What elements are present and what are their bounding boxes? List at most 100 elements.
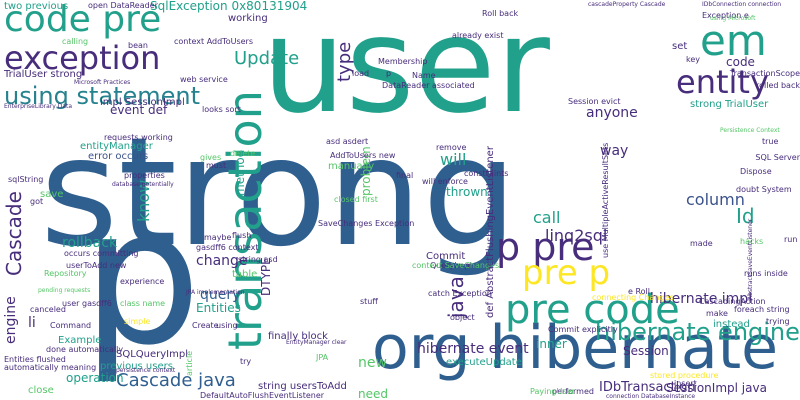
- word-sql-server: SQL Server: [755, 154, 800, 162]
- word-using: using: [216, 322, 238, 330]
- word-remove: remove: [436, 144, 466, 152]
- word-pending: pending requests: [38, 288, 90, 294]
- word-instead: instead: [713, 320, 750, 330]
- word-table: table: [232, 270, 257, 280]
- word-requests-working: requests working: [104, 134, 173, 142]
- word-gasdff6-context: gasdff6 context: [196, 244, 259, 252]
- word-default-auto: DefaultAutoFlushEventListener: [200, 392, 324, 400]
- word-properties: properties: [124, 172, 165, 180]
- word-will: will: [440, 152, 466, 168]
- word-thrown: thrown: [446, 186, 488, 198]
- word-true: true: [762, 138, 778, 146]
- word-must: must: [206, 162, 226, 170]
- word-persistence-context: Persistence Context: [720, 128, 780, 134]
- word-object: object: [450, 314, 475, 322]
- word-linq2sql: linq2sql: [545, 228, 607, 244]
- word-e-roll: e Roll: [628, 288, 650, 296]
- word-session-evict: Session evict: [568, 98, 620, 106]
- word-done-auto: done automatically: [46, 346, 123, 354]
- word-sqlexception: SqlException 0x80131904: [150, 0, 307, 12]
- word-canceled: canceled: [30, 306, 66, 314]
- word-error-occurs: error occurs: [88, 152, 148, 162]
- word-p-small: p: [386, 70, 391, 78]
- word-insert: insert: [674, 380, 697, 388]
- word-li: li: [28, 316, 36, 330]
- word-string-asd: string asd: [238, 256, 278, 264]
- word-addtousers-new: AddToUsers new: [330, 152, 395, 160]
- word-call: call: [533, 210, 561, 226]
- word-entities: Entities: [196, 302, 241, 314]
- word-persistence: persistence context: [116, 368, 175, 374]
- word-doubt-system: doubt System: [736, 186, 792, 194]
- word-update: Update: [234, 50, 299, 68]
- word-asd-asdert: asd asdert: [326, 138, 368, 146]
- word-pre-p: pre p: [522, 256, 610, 290]
- word-got: got: [30, 198, 43, 206]
- word-final: final: [396, 172, 413, 180]
- word-delete: delete: [230, 150, 255, 158]
- word-sqlqueryimpl: SQLQueryImpl: [116, 350, 188, 360]
- word-user: user: [262, 0, 550, 132]
- word-class-name: class name: [120, 300, 165, 308]
- word-strong-trialuser: strong TrialUser: [690, 100, 768, 110]
- word-manually: manually: [328, 162, 374, 172]
- word-simple: simple: [124, 318, 150, 326]
- word-need: need: [358, 388, 388, 400]
- word-jpa-impl: JPA implementation: [186, 290, 245, 296]
- word-abstract-save: AbstractSaveEventListener: [748, 219, 754, 300]
- word-already-exist: already exist: [452, 32, 503, 40]
- word-stuff: stuff: [360, 298, 378, 306]
- word-inner: inner: [536, 338, 567, 350]
- word-jpa: JPA: [316, 354, 328, 362]
- word-close: close: [28, 386, 54, 396]
- word-idbconnection: IDbConnection connection: [702, 2, 781, 8]
- word-two-previous: two previous: [4, 2, 68, 12]
- word-executeupdate: executeUpdate: [446, 358, 522, 368]
- word-microsoft-practices: Microsoft Practices: [74, 80, 130, 86]
- word-context-addtousers: context AddToUsers: [174, 38, 253, 46]
- word-calling: calling: [62, 38, 88, 46]
- word-paying-user: PayingUser: [530, 388, 575, 396]
- word-open-datareader: open DataReader: [88, 2, 158, 10]
- word-run: run: [784, 236, 797, 244]
- word-impl-sessionimpl: impl SessionImpl: [100, 98, 185, 108]
- word-trialuser-strong: TrialUser strong: [4, 70, 82, 80]
- word-auto-rolled: automatically meaning: [4, 364, 96, 372]
- word-working: working: [228, 14, 268, 24]
- word-hibernate-event: hibernate event: [417, 342, 529, 356]
- word-anyone: anyone: [586, 106, 638, 120]
- word-make: make: [706, 310, 728, 318]
- word-enterprise: EnterpriseLibrary Data: [4, 104, 72, 110]
- word-article: article: [186, 351, 194, 376]
- word-occurs-committing: occurs committing: [64, 250, 139, 258]
- word-operation: operation: [66, 372, 124, 384]
- word-closed-first: closed first: [334, 196, 378, 204]
- word-foreach-string: foreach string: [734, 306, 790, 314]
- word-will-enforce: will enforce: [422, 178, 468, 186]
- word-flush: flush: [232, 232, 251, 240]
- word-made: made: [690, 240, 713, 248]
- word-create: Create: [192, 322, 219, 330]
- word-savechanges: SaveChanges Exception: [318, 220, 414, 228]
- word-bean: bean: [128, 42, 148, 50]
- word-load: load: [352, 70, 369, 78]
- word-cascadingaction: CascadingAction: [699, 298, 765, 306]
- word-connection-db: connection DatabaseInstance: [606, 394, 695, 400]
- word-user-gasdff6: user gasdff6: [62, 300, 112, 308]
- word-entitymanager-clear: EntityManager clear: [286, 340, 347, 346]
- word-experience: experience: [120, 278, 164, 286]
- word-looks-sort: looks sort: [202, 106, 241, 114]
- word-databinding: database potentially: [112, 182, 174, 188]
- word-repository: Repository: [44, 270, 87, 278]
- word-roll-back: Roll back: [482, 10, 518, 18]
- word-web-service: web service: [180, 76, 228, 84]
- word-using-microsoft: using Microsoft: [710, 16, 755, 22]
- word-code: code: [726, 56, 755, 68]
- word-command: Command: [50, 322, 91, 330]
- word-commit-explicitly: Commit explicitly: [548, 326, 618, 334]
- word-membership: Membership: [378, 58, 427, 66]
- word-name: Name: [412, 72, 436, 80]
- word-trying: trying: [766, 318, 790, 326]
- word-session: Session: [623, 345, 669, 357]
